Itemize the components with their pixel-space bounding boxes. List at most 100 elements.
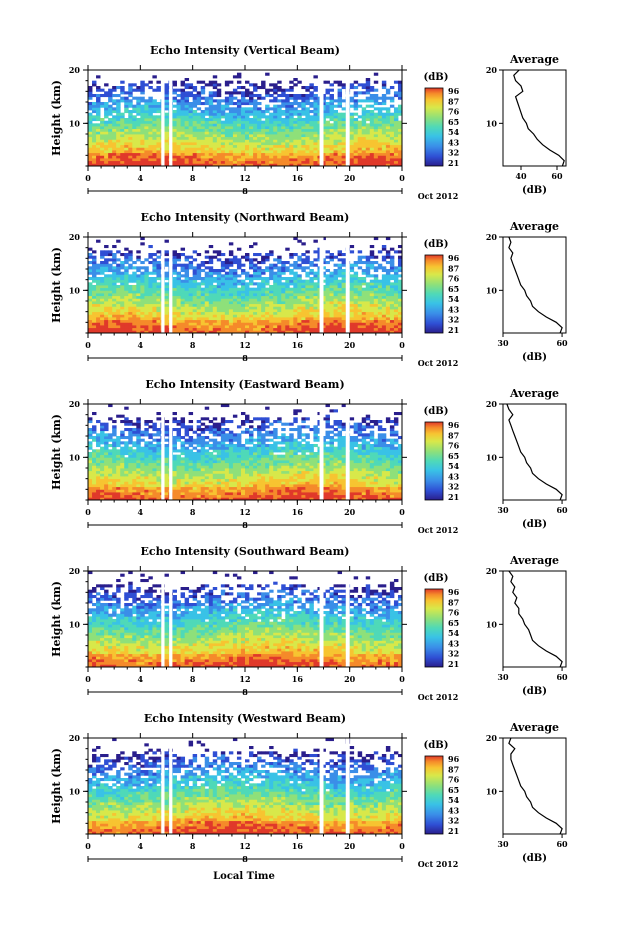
heatmap-cell (261, 279, 266, 283)
heatmap-cell (96, 484, 101, 488)
heatmap-cell (188, 104, 194, 108)
heatmap-cell (301, 104, 306, 108)
average-y-tick-label: 10 (486, 118, 498, 128)
heatmap-cell (381, 325, 387, 329)
heatmap-cell (140, 489, 145, 493)
heatmap-cell (277, 136, 282, 140)
heatmap-cell (216, 303, 222, 307)
heatmap-cell (265, 330, 270, 334)
heatmap-cell (301, 478, 306, 482)
heatmap-cell (112, 271, 117, 275)
heatmap-cell (200, 261, 206, 265)
heatmap-cell (349, 83, 355, 87)
heatmap-cell (289, 306, 294, 310)
heatmap-cell (273, 274, 278, 278)
heatmap-cell (152, 298, 157, 302)
heatmap-cell (381, 279, 387, 283)
heatmap-cell (369, 285, 375, 289)
heatmap-cell (172, 309, 177, 313)
heatmap-cell (172, 311, 177, 315)
heatmap-cell (108, 290, 113, 294)
heatmap-cell (116, 274, 121, 278)
heatmap-cell (305, 295, 310, 299)
heatmap-cell (128, 147, 133, 151)
heatmap-cell (377, 489, 383, 493)
heatmap-cell (341, 309, 347, 313)
heatmap-cell (236, 144, 242, 148)
heatmap-cell (369, 250, 375, 254)
heatmap-cell (192, 303, 198, 307)
heatmap-cell (124, 287, 129, 291)
heatmap-cell (196, 492, 202, 496)
heatmap-cell (373, 126, 379, 130)
heatmap-cell (265, 303, 270, 307)
heatmap-cell (397, 150, 403, 154)
heatmap-cell (245, 277, 250, 281)
heatmap-cell (172, 330, 177, 334)
heatmap-cell (397, 486, 403, 490)
heatmap-cell (293, 295, 298, 299)
heatmap-cell (353, 271, 359, 275)
heatmap-cell (156, 126, 161, 130)
heatmap-cell (253, 295, 258, 299)
heatmap-cell (313, 301, 318, 305)
heatmap-cell (172, 104, 177, 108)
heatmap-cell (240, 263, 246, 267)
heatmap-cell (88, 131, 93, 135)
heatmap-cell (192, 293, 198, 297)
heatmap-cell (144, 104, 149, 108)
heatmap-cell (297, 126, 302, 130)
heatmap-cell (192, 327, 198, 331)
heatmap-cell (305, 136, 310, 140)
heatmap-cell (132, 142, 137, 146)
heatmap-cell (212, 142, 218, 146)
heatmap-cell (180, 266, 186, 270)
heatmap-cell (373, 72, 379, 76)
heatmap-cell (180, 478, 186, 482)
heatmap-cell (325, 325, 330, 329)
heatmap-cell (140, 99, 145, 103)
heatmap-cell (104, 83, 109, 87)
heatmap-cell (265, 295, 270, 299)
heatmap-cell (277, 290, 282, 294)
heatmap-cell (88, 247, 93, 251)
heatmap-cell (236, 118, 242, 122)
heatmap-cell (349, 263, 355, 267)
heatmap-cell (104, 261, 109, 265)
heatmap-cell (92, 126, 97, 130)
heatmap-cell (261, 131, 266, 135)
heatmap-cell (156, 277, 161, 281)
heatmap-cell (293, 136, 298, 140)
heatmap-cell (212, 486, 218, 490)
heatmap-cell (249, 282, 254, 286)
heatmap-cell (136, 250, 141, 254)
heatmap-cell (232, 126, 238, 130)
heatmap-cell (196, 484, 202, 488)
heatmap-cell (253, 107, 258, 111)
heatmap-cell (281, 163, 286, 167)
heatmap-cell (188, 298, 194, 302)
heatmap-cell (96, 263, 101, 267)
heatmap-cell (253, 489, 258, 493)
heatmap-cell (144, 322, 149, 326)
heatmap-cell (293, 325, 298, 329)
heatmap-cell (301, 290, 306, 294)
heatmap-cell (389, 104, 395, 108)
heatmap-cell (200, 478, 206, 482)
heatmap-cell (277, 269, 282, 273)
heatmap-cell (92, 255, 97, 259)
heatmap-cell (88, 489, 93, 493)
heatmap-cell (273, 139, 278, 143)
heatmap-cell (289, 88, 294, 92)
heatmap-cell (120, 144, 125, 148)
heatmap-cell (333, 269, 338, 273)
heatmap-cell (377, 136, 383, 140)
heatmap-cell (180, 91, 186, 95)
heatmap-cell (385, 269, 391, 273)
heatmap-cell (277, 277, 282, 281)
heatmap-cell (176, 311, 181, 315)
heatmap-cell (104, 115, 109, 119)
heatmap-cell (321, 136, 326, 140)
heatmap-cell (132, 492, 137, 496)
heatmap-cell (353, 325, 359, 329)
